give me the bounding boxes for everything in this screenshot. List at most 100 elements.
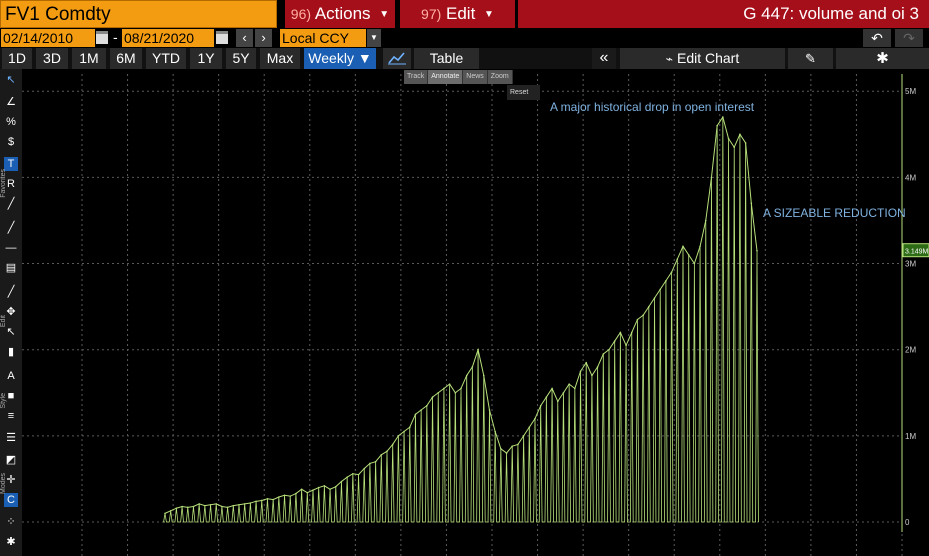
data-point[interactable] — [636, 318, 639, 321]
data-point[interactable] — [596, 366, 599, 368]
data-point[interactable] — [369, 462, 371, 465]
annotation-drop[interactable]: A major historical drop in open interest — [550, 100, 755, 114]
data-point[interactable] — [670, 271, 673, 273]
news-button[interactable]: News — [463, 70, 488, 84]
data-point[interactable] — [186, 506, 189, 509]
data-point[interactable] — [391, 443, 394, 446]
data-point[interactable] — [323, 485, 326, 487]
data-point[interactable] — [232, 504, 235, 507]
data-point[interactable] — [204, 504, 206, 507]
period-1y[interactable]: 1Y — [190, 48, 222, 69]
data-point[interactable] — [403, 430, 405, 433]
data-point[interactable] — [329, 488, 331, 491]
brush-icon[interactable]: ╱ — [7, 198, 15, 210]
data-point[interactable] — [169, 510, 172, 512]
data-point[interactable] — [443, 387, 445, 390]
period-3d[interactable]: 3D — [36, 48, 68, 69]
data-point[interactable] — [363, 467, 366, 470]
reset-button[interactable]: Reset — [507, 85, 540, 100]
data-point[interactable] — [488, 409, 491, 411]
data-point[interactable] — [221, 505, 223, 508]
data-point[interactable] — [226, 506, 229, 509]
data-point[interactable] — [352, 472, 354, 475]
series-line[interactable] — [163, 117, 759, 523]
data-point[interactable] — [243, 503, 246, 505]
data-point[interactable] — [437, 391, 440, 394]
redo-icon[interactable]: ↷ — [895, 29, 923, 47]
data-point[interactable] — [198, 503, 200, 505]
data-point[interactable] — [312, 489, 314, 491]
data-point[interactable] — [608, 348, 610, 351]
data-point[interactable] — [426, 404, 428, 407]
data-point[interactable] — [568, 383, 570, 385]
data-point[interactable] — [619, 331, 622, 334]
data-point[interactable] — [517, 443, 519, 446]
apps-icon[interactable]: ⁘ — [6, 516, 16, 528]
font-icon[interactable]: A — [7, 370, 15, 382]
data-point[interactable] — [380, 454, 383, 456]
series-envelope[interactable] — [164, 115, 758, 514]
magnet-icon[interactable]: C — [4, 493, 18, 507]
data-point[interactable] — [630, 331, 633, 334]
data-point[interactable] — [334, 485, 337, 488]
dollar-tool-icon[interactable]: $ — [7, 136, 15, 148]
period-max[interactable]: Max — [260, 48, 300, 69]
data-point[interactable] — [386, 450, 388, 453]
period-1d[interactable]: 1D — [2, 48, 32, 69]
data-point[interactable] — [454, 391, 457, 394]
period-6m[interactable]: 6M — [110, 48, 142, 69]
settings-icon[interactable]: ✱ — [6, 536, 16, 548]
period-5y[interactable]: 5Y — [226, 48, 256, 69]
data-point[interactable] — [579, 370, 582, 373]
data-point[interactable] — [522, 435, 525, 437]
data-point[interactable] — [164, 512, 166, 515]
chart-area[interactable]: 0 1M 2M 3M 4M 5M 3.149M A major historical dro… — [22, 69, 929, 556]
next-period-button[interactable]: › — [255, 29, 272, 47]
line-width-icon[interactable]: ≡ — [7, 410, 15, 422]
data-point[interactable] — [562, 391, 565, 394]
data-point[interactable] — [460, 387, 462, 390]
period-1m[interactable]: 1M — [72, 48, 106, 69]
track-button[interactable]: Track — [404, 70, 429, 84]
data-point[interactable] — [471, 366, 474, 368]
data-point[interactable] — [266, 497, 269, 500]
data-point[interactable] — [653, 297, 656, 299]
line-style-icon[interactable]: ☰ — [6, 432, 16, 444]
data-point[interactable] — [704, 219, 707, 222]
pen-icon[interactable]: ╱ — [7, 286, 15, 298]
channel-icon[interactable]: ▤ — [5, 262, 17, 274]
data-point[interactable] — [500, 447, 502, 450]
data-point[interactable] — [528, 426, 531, 429]
data-point[interactable] — [238, 503, 240, 506]
end-date-input[interactable]: 08/21/2020 — [122, 29, 214, 47]
data-point[interactable] — [739, 133, 741, 136]
data-point[interactable] — [591, 374, 593, 377]
data-point[interactable] — [511, 445, 514, 447]
period-ytd[interactable]: YTD — [146, 48, 186, 69]
trash-icon[interactable]: ▮ — [7, 346, 15, 358]
data-point[interactable] — [505, 452, 508, 454]
color-swatch-icon[interactable]: ■ — [7, 390, 15, 402]
data-point[interactable] — [295, 492, 297, 495]
data-point[interactable] — [477, 348, 479, 351]
frequency-select[interactable]: Weekly ▼ — [304, 48, 376, 69]
data-point[interactable] — [756, 249, 758, 252]
data-point[interactable] — [733, 146, 736, 149]
data-point[interactable] — [306, 491, 309, 494]
data-point[interactable] — [722, 116, 724, 118]
data-point[interactable] — [414, 413, 417, 416]
data-point[interactable] — [482, 374, 485, 377]
data-point[interactable] — [465, 374, 468, 377]
data-point[interactable] — [289, 495, 292, 497]
data-point[interactable] — [613, 340, 616, 342]
edit-chart-button[interactable]: ⌁ Edit Chart — [620, 48, 785, 69]
data-point[interactable] — [408, 426, 411, 429]
data-point[interactable] — [209, 503, 212, 506]
data-point[interactable] — [300, 488, 303, 491]
annotation-reduction[interactable]: A SIZEABLE REDUCTION — [763, 206, 906, 220]
data-point[interactable] — [750, 202, 753, 205]
chevron-down-icon[interactable]: ▼ — [367, 29, 381, 47]
data-point[interactable] — [397, 435, 400, 437]
data-point[interactable] — [283, 494, 286, 497]
data-point[interactable] — [574, 387, 576, 390]
